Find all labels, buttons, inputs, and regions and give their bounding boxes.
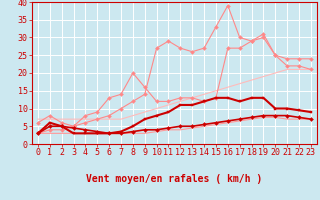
X-axis label: Vent moyen/en rafales ( km/h ): Vent moyen/en rafales ( km/h ) [86,174,262,184]
